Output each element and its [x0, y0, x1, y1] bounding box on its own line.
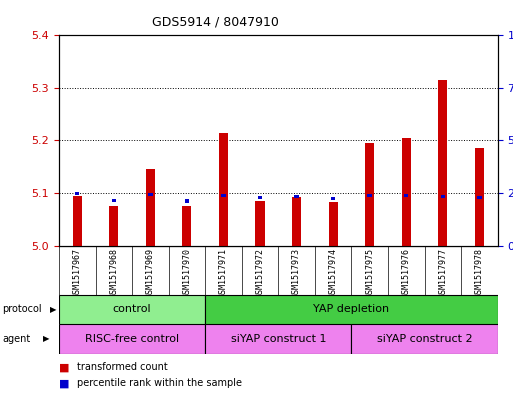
Bar — [367, 194, 372, 197]
Text: GSM1517969: GSM1517969 — [146, 248, 155, 298]
Text: GSM1517971: GSM1517971 — [219, 248, 228, 298]
Text: GSM1517976: GSM1517976 — [402, 248, 411, 298]
Bar — [404, 194, 408, 197]
Text: GSM1517970: GSM1517970 — [183, 248, 191, 298]
Bar — [475, 149, 484, 246]
Bar — [258, 196, 262, 199]
Text: GSM1517968: GSM1517968 — [109, 248, 119, 298]
Text: GSM1517975: GSM1517975 — [365, 248, 374, 298]
Bar — [59, 324, 205, 354]
Text: transformed count: transformed count — [77, 362, 168, 373]
Bar — [109, 206, 119, 246]
Bar — [219, 132, 228, 246]
Text: ■: ■ — [59, 362, 69, 373]
Text: YAP depletion: YAP depletion — [313, 305, 389, 314]
Bar — [73, 196, 82, 246]
Bar — [331, 197, 336, 200]
Bar — [221, 194, 226, 197]
Bar — [146, 169, 155, 246]
Text: GSM1517973: GSM1517973 — [292, 248, 301, 298]
Text: GSM1517974: GSM1517974 — [329, 248, 338, 298]
Bar — [255, 201, 265, 246]
Bar — [185, 199, 189, 202]
Bar — [441, 195, 445, 198]
Text: agent: agent — [3, 334, 31, 344]
Text: GSM1517967: GSM1517967 — [73, 248, 82, 298]
Bar — [59, 295, 205, 324]
Bar — [365, 143, 374, 246]
Bar — [148, 193, 152, 196]
Text: RISC-free control: RISC-free control — [85, 334, 179, 344]
Text: percentile rank within the sample: percentile rank within the sample — [77, 378, 242, 388]
Bar — [294, 195, 299, 198]
Text: GSM1517972: GSM1517972 — [255, 248, 265, 298]
Bar — [205, 324, 351, 354]
Text: ▶: ▶ — [43, 334, 49, 343]
Text: siYAP construct 1: siYAP construct 1 — [230, 334, 326, 344]
Bar — [75, 192, 80, 195]
Bar — [438, 80, 447, 246]
Text: GSM1517978: GSM1517978 — [475, 248, 484, 298]
Bar — [477, 196, 482, 199]
Text: siYAP construct 2: siYAP construct 2 — [377, 334, 472, 344]
Text: GSM1517977: GSM1517977 — [438, 248, 447, 298]
Text: control: control — [113, 305, 151, 314]
Bar — [112, 199, 116, 202]
Bar — [351, 324, 498, 354]
Text: ▶: ▶ — [50, 305, 57, 314]
Text: ■: ■ — [59, 378, 69, 388]
Bar — [292, 197, 301, 246]
Bar — [402, 138, 411, 246]
Bar — [205, 295, 498, 324]
Text: GDS5914 / 8047910: GDS5914 / 8047910 — [152, 16, 279, 29]
Text: protocol: protocol — [3, 305, 42, 314]
Bar — [182, 206, 191, 246]
Bar — [328, 202, 338, 246]
